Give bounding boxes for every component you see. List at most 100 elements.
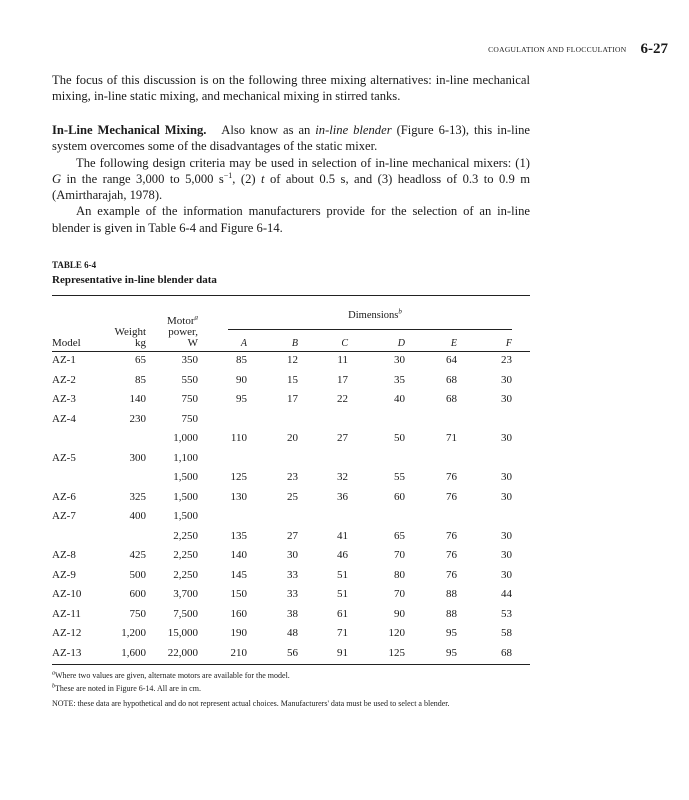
cell-d: 90 <box>394 607 405 620</box>
text: C <box>341 338 348 349</box>
text: Also know as an <box>221 123 316 137</box>
table-row: 1,000 110 20 27 50 71 30 <box>52 429 530 449</box>
cell-a: 150 <box>230 588 248 601</box>
cell-b: 56 <box>287 646 298 659</box>
cell-c: 22 <box>337 393 348 406</box>
spacer <box>512 624 530 644</box>
paragraph-text: The focus of this discussion is on the f… <box>52 73 530 104</box>
footnote-mark: b <box>52 683 55 690</box>
cell-model <box>52 527 100 547</box>
cell-d: 60 <box>394 490 405 503</box>
text: of about 0.5 s, and (3) headloss of 0.3 … <box>52 171 530 203</box>
cell-weight <box>100 468 146 488</box>
cell-c: 51 <box>337 568 348 581</box>
example-paragraph: An example of the information manufactur… <box>52 204 530 235</box>
cell-a <box>198 449 247 469</box>
col-e: E <box>405 303 457 351</box>
cell-model: AZ-4 <box>52 412 76 425</box>
cell-b <box>247 449 298 469</box>
cell-weight: 230 <box>129 412 147 425</box>
spacer <box>512 546 530 566</box>
cell-d: 30 <box>394 354 405 367</box>
text: Weight <box>114 326 147 338</box>
cell-weight: 325 <box>129 490 147 503</box>
cell-f: 44 <box>501 588 512 601</box>
cell-e: 76 <box>446 471 457 484</box>
superscript: b <box>398 307 402 316</box>
dimensions-rule <box>228 329 512 330</box>
col-d: D <box>348 303 405 351</box>
table-top-rule <box>52 295 530 297</box>
cell-model: AZ-11 <box>52 607 81 620</box>
text: The following design criteria may be use… <box>76 155 530 170</box>
cell-d: 125 <box>388 646 406 659</box>
cell-motor-power: 1,100 <box>173 451 198 464</box>
spacer <box>512 488 530 508</box>
cell-d <box>348 507 405 527</box>
text: A <box>240 338 247 349</box>
cell-b: 23 <box>287 471 298 484</box>
cell-e: 76 <box>446 529 457 542</box>
spacer <box>512 303 530 351</box>
cell-model: AZ-6 <box>52 490 76 503</box>
text: power, <box>168 326 198 338</box>
cell-a <box>198 410 247 430</box>
footnote-b: bThese are noted in Figure 6-14. All are… <box>52 683 201 694</box>
cell-b: 25 <box>287 490 298 503</box>
cell-weight: 400 <box>129 510 147 523</box>
cell-motor-power: 1,500 <box>173 510 198 523</box>
cell-e <box>405 507 457 527</box>
spacer <box>512 390 530 410</box>
cell-d: 70 <box>394 588 405 601</box>
text: D <box>397 338 405 349</box>
spacer <box>512 410 530 430</box>
cell-b: 38 <box>287 607 298 620</box>
table-row: AZ-4 230 750 <box>52 410 530 430</box>
cell-e: 68 <box>446 393 457 406</box>
cell-c <box>298 507 348 527</box>
cell-motor-power: 7,500 <box>173 607 198 620</box>
text: These are noted in Figure 6-14. All are … <box>55 684 201 693</box>
cell-a: 125 <box>230 471 248 484</box>
cell-d: 40 <box>394 393 405 406</box>
criteria-paragraph: The following design criteria may be use… <box>52 155 530 204</box>
table-row: AZ-11 750 7,500 160 38 61 90 88 53 <box>52 605 530 625</box>
col-b: B <box>247 303 298 351</box>
cell-e: 95 <box>446 627 457 640</box>
table-title: Representative in-line blender data <box>52 274 217 286</box>
cell-a: 190 <box>230 627 248 640</box>
table-row: AZ-13 1,600 22,000 210 56 91 125 95 68 <box>52 644 530 664</box>
cell-a: 210 <box>230 646 248 659</box>
spacer <box>512 351 530 371</box>
cell-a: 90 <box>236 373 247 386</box>
cell-b: 20 <box>287 432 298 445</box>
cell-c: 27 <box>337 432 348 445</box>
footnote-mark: a <box>52 670 55 677</box>
cell-weight: 65 <box>135 354 146 367</box>
cell-d <box>348 410 405 430</box>
table-row: AZ-1 65 350 85 12 11 30 64 23 <box>52 351 530 371</box>
cell-weight: 750 <box>129 607 147 620</box>
text: Motor <box>167 315 195 327</box>
symbol: G <box>52 171 62 186</box>
cell-a: 85 <box>236 354 247 367</box>
cell-weight: 140 <box>129 393 147 406</box>
table-row: AZ-6 325 1,500 130 25 36 60 76 30 <box>52 488 530 508</box>
cell-motor-power: 1,000 <box>173 432 198 445</box>
text: F <box>505 338 512 349</box>
cell-model: AZ-2 <box>52 373 76 386</box>
cell-f <box>457 507 512 527</box>
cell-weight: 425 <box>129 549 147 562</box>
cell-weight <box>100 527 146 547</box>
cell-motor-power: 1,500 <box>173 490 198 503</box>
cell-b: 30 <box>287 549 298 562</box>
cell-f: 30 <box>501 373 512 386</box>
spacer <box>512 566 530 586</box>
cell-f: 68 <box>501 646 512 659</box>
table-bottom-rule <box>52 664 530 666</box>
cell-motor-power: 350 <box>181 354 199 367</box>
cell-c: 51 <box>337 588 348 601</box>
cell-weight: 500 <box>129 568 147 581</box>
text: E <box>450 338 457 349</box>
spacer <box>512 371 530 391</box>
